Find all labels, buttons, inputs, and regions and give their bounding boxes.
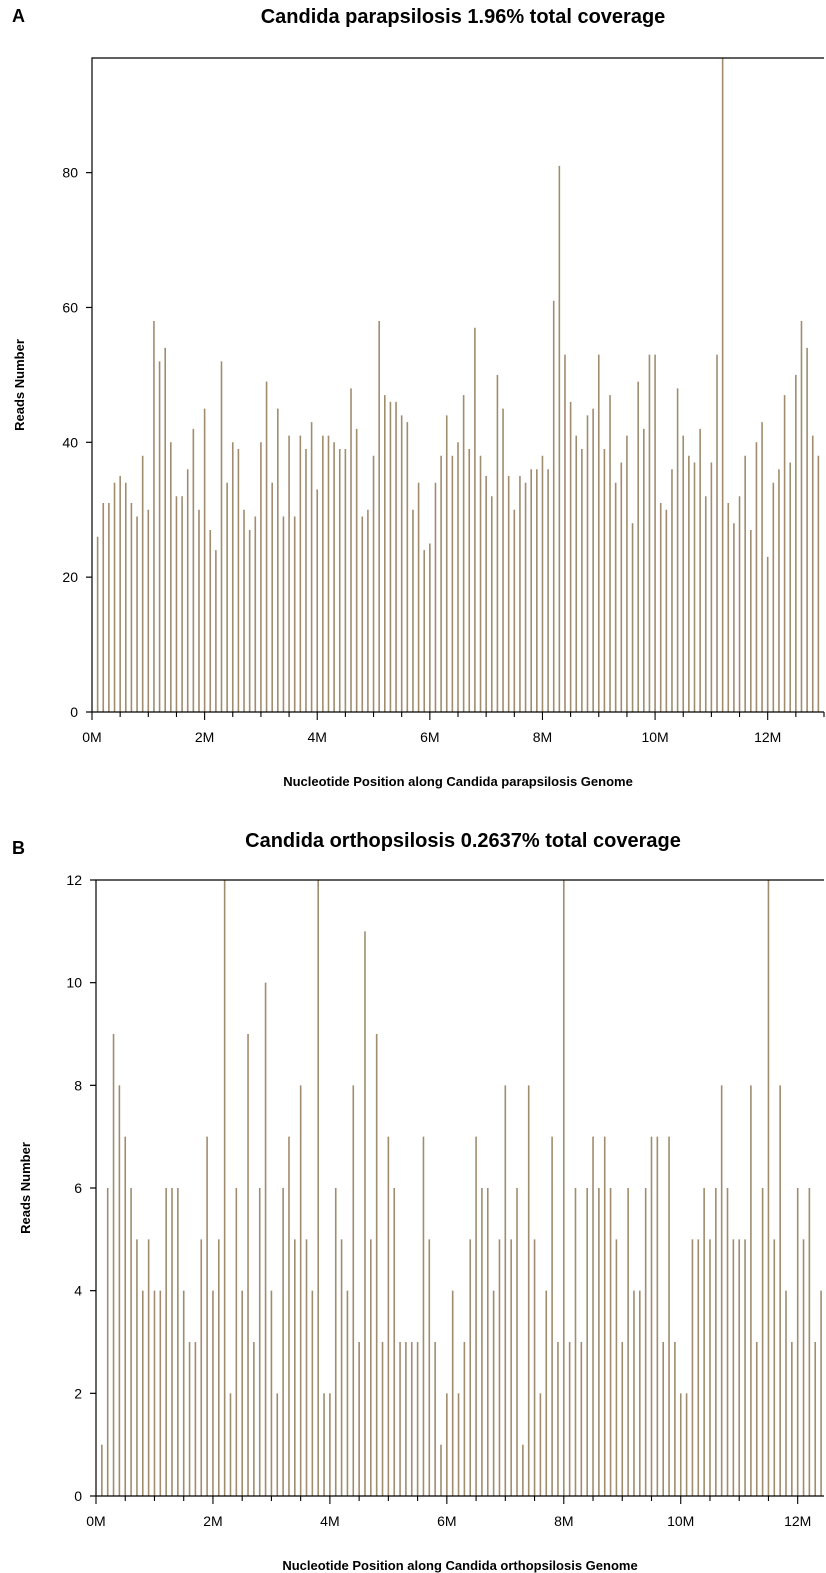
- x-axis-label: Nucleotide Position along Candida orthop…: [282, 1558, 637, 1573]
- y-tick-label: 20: [62, 569, 78, 585]
- x-tick-label: 8M: [533, 729, 552, 745]
- chart-title: Candida orthopsilosis 0.2637% total cove…: [245, 830, 681, 852]
- x-tick-label: 2M: [203, 1513, 222, 1529]
- x-tick-label: 4M: [320, 1513, 339, 1529]
- panel-label: B: [12, 838, 25, 858]
- y-tick-label: 0: [74, 1488, 82, 1504]
- y-axis-label: Reads Number: [12, 339, 27, 431]
- x-tick-label: 12M: [784, 1513, 811, 1529]
- y-tick-label: 8: [74, 1077, 82, 1093]
- x-tick-label: 4M: [308, 729, 327, 745]
- chart-panel-b: B Candida orthopsilosis 0.2637% total co…: [0, 826, 826, 1573]
- chart-panel-a: A Candida parapsilosis 1.96% total cover…: [12, 6, 825, 789]
- y-tick-label: 4: [74, 1283, 82, 1299]
- x-tick-label: 12M: [754, 729, 781, 745]
- panel-label: A: [12, 6, 25, 26]
- y-tick-label: 12: [66, 872, 82, 888]
- x-tick-label: 10M: [667, 1513, 694, 1529]
- y-tick-label: 0: [70, 704, 78, 720]
- y-tick-label: 10: [66, 975, 82, 991]
- y-tick-label: 60: [62, 299, 78, 315]
- plot-frame: [95, 879, 824, 1497]
- y-tick-label: 6: [74, 1180, 82, 1196]
- x-tick-label: 2M: [195, 729, 214, 745]
- bar-chart-b: 0 2 4 6 8 10 12 0M 2M 4M 6M 8M 10M 12M Nucleotide Posi…: [18, 872, 824, 1573]
- x-tick-label: 0M: [86, 1513, 105, 1529]
- x-axis-label: Nucleotide Position along Candida paraps…: [283, 774, 633, 789]
- x-tick-label: 6M: [437, 1513, 456, 1529]
- x-tick-label: 6M: [420, 729, 439, 745]
- x-tick-label: 10M: [641, 729, 668, 745]
- y-tick-label: 2: [74, 1385, 82, 1401]
- x-tick-label: 8M: [554, 1513, 573, 1529]
- chart-title: Candida parapsilosis 1.96% total coverag…: [260, 6, 666, 28]
- y-tick-label: 80: [62, 165, 78, 181]
- y-tick-label: 40: [62, 434, 78, 450]
- y-axis-label: Reads Number: [18, 1142, 33, 1234]
- x-tick-label: 0M: [82, 729, 101, 745]
- bar-chart-a: 0 20 40 60 80 0M 2M 4M 6M 8M 10M 12M Nucleotide Posi…: [12, 57, 825, 789]
